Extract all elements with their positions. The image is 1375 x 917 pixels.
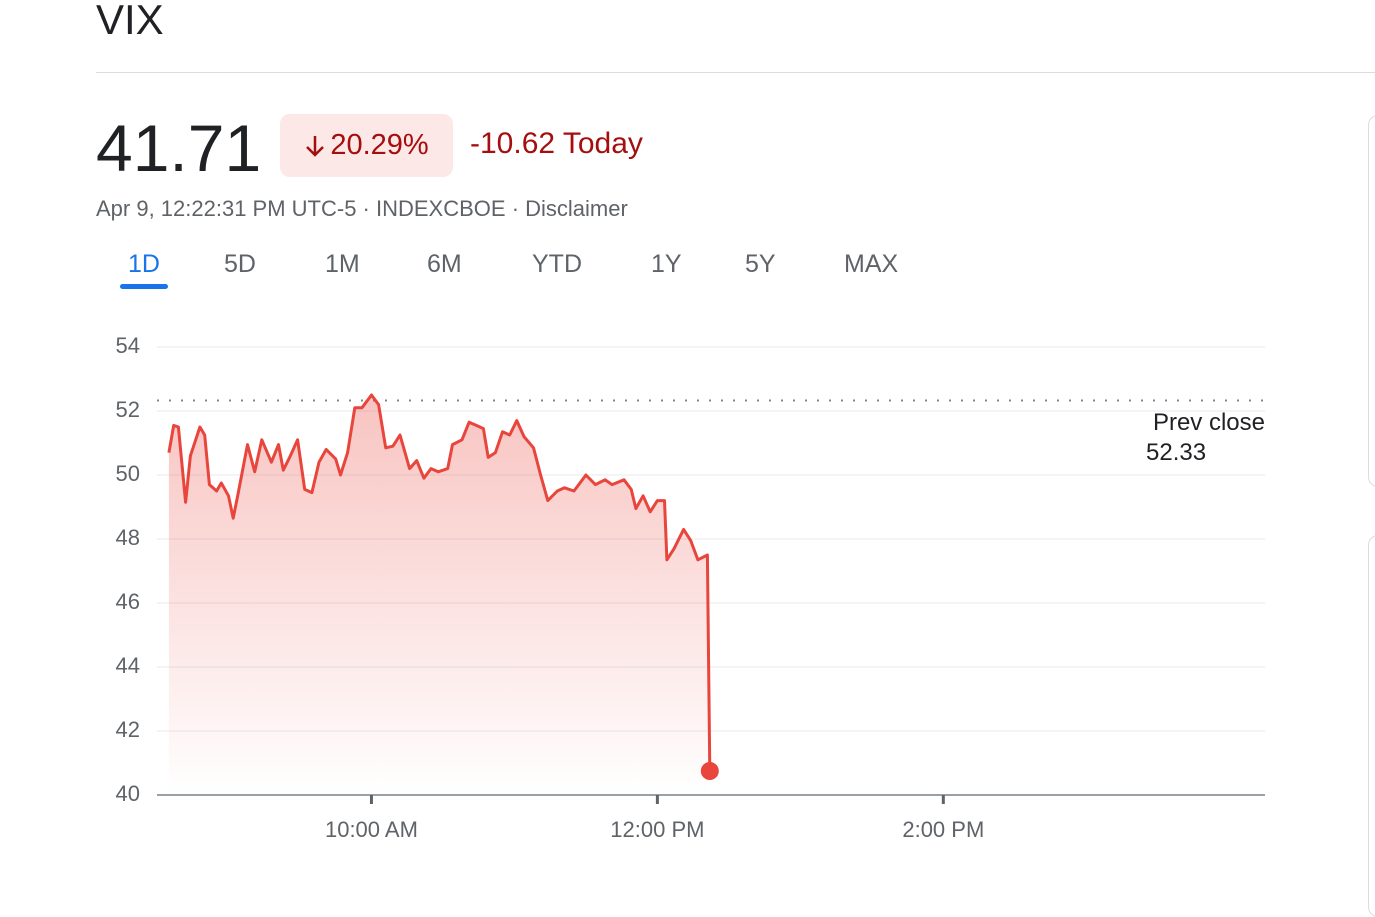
price: 41.71 [96, 111, 262, 185]
tab[interactable]: YTD [532, 250, 582, 278]
y-tick-label: 40 [116, 781, 140, 806]
meta: Apr 9, 12:22:31 PM UTC-5 · INDEXCBOE · D… [96, 196, 628, 221]
change-today: -10.62 Today [470, 127, 643, 160]
area [168, 395, 710, 795]
last-point [700, 762, 719, 780]
tab-indicator [120, 284, 168, 289]
tab[interactable]: 1Y [651, 250, 682, 278]
x-tick-label: 10:00 AM [325, 817, 418, 842]
y-tick-label: 50 [116, 461, 140, 486]
chart: 40 42 44 46 48 50 52 54 10:00 AM 12:00 PM 2:00 PM P… [116, 333, 1265, 842]
tab[interactable]: 5Y [745, 250, 776, 278]
change-pill: 20.29% [280, 114, 453, 177]
title: VIX [96, 0, 164, 43]
down-arrow [306, 135, 325, 157]
change-percent: 20.29% [330, 129, 429, 161]
y-tick-label: 54 [116, 333, 140, 358]
tab[interactable]: MAX [844, 250, 899, 278]
y-tick-label: 44 [116, 653, 140, 678]
tab[interactable]: 6M [427, 250, 462, 278]
divider [96, 72, 1375, 73]
prev-close-value: 52.33 [1146, 439, 1206, 466]
x-tick-label: 12:00 PM [610, 817, 704, 842]
prev-close-label: Prev close [1153, 409, 1265, 436]
tab[interactable]: 1M [325, 250, 360, 278]
tab[interactable]: 1D [128, 250, 160, 278]
y-tick-label: 42 [116, 717, 140, 742]
line [167, 393, 712, 772]
y-tick-label: 48 [116, 525, 140, 550]
tab[interactable]: 5D [224, 250, 256, 278]
y-tick-label: 52 [116, 397, 140, 422]
page: VIX 41.71 20.29% -10.62 Today Apr 9, 12:… [96, 0, 1375, 917]
x-tick-label: 2:00 PM [902, 817, 984, 842]
y-tick-label: 46 [116, 589, 140, 614]
